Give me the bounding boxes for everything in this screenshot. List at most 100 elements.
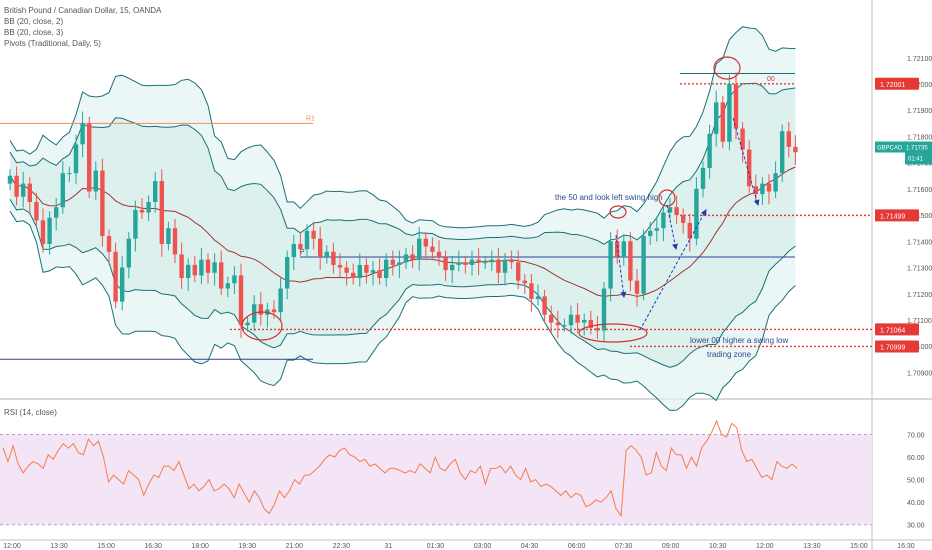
candle-body (760, 183, 765, 195)
time-tick-label: 03:00 (474, 543, 492, 550)
candle-body (298, 243, 303, 250)
time-tick-label: 31 (385, 543, 393, 550)
candle-body (621, 241, 626, 258)
candle-body (100, 170, 105, 237)
candle-body (463, 262, 468, 265)
last-price-text: 1.71735 (906, 146, 928, 152)
candle-body (40, 220, 46, 244)
symbol-badge (875, 141, 905, 153)
price-tick-label: 1.71200 (907, 292, 932, 299)
candle-body (516, 262, 521, 281)
time-tick-label: 16:30 (897, 543, 915, 550)
candle-body (146, 202, 151, 213)
level-badge (875, 209, 919, 222)
time-tick-label: 13:30 (803, 543, 821, 550)
time-tick-label: 12:00 (3, 543, 21, 550)
candle-body (311, 230, 316, 239)
price-tick-label: 1.71000 (907, 344, 932, 351)
last-price-badge (905, 141, 932, 165)
candle-body (595, 327, 600, 331)
indicator-pivots: Pivots (Traditional, Daily, 5) (4, 39, 101, 48)
candle-body (153, 181, 158, 202)
annotations: the 50 and look left swing high lower 00 … (241, 56, 788, 359)
indicator-bb3: BB (20, close, 3) (4, 28, 64, 37)
time-tick-label: 06:00 (568, 543, 586, 550)
level-label: R1 (306, 115, 315, 122)
candle-body (166, 228, 171, 244)
price-tick-label: 1.71400 (907, 239, 932, 246)
candle-body (344, 267, 349, 273)
candle-body (60, 173, 65, 208)
candle-body (73, 144, 79, 174)
rsi-title: RSI (14, close) (4, 408, 57, 417)
candle-body (747, 149, 752, 187)
candle-body (417, 238, 422, 260)
circle-marker (713, 56, 741, 80)
candle-body (192, 264, 197, 276)
candle-body (529, 283, 534, 299)
level-badge-text: 1.72001 (880, 82, 905, 89)
candle-body (423, 238, 428, 247)
price-tick-label: 1.70900 (907, 370, 932, 377)
bb2-lower (9, 199, 796, 368)
candle-body (384, 259, 389, 279)
time-tick-label: 18:00 (191, 543, 209, 550)
circle-marker (578, 323, 648, 343)
candle-body (67, 173, 72, 175)
candle-body (403, 254, 409, 263)
candle-body (469, 259, 475, 265)
symbol-badge-text: GBPCAD (877, 146, 903, 152)
time-tick-label: 13:30 (50, 543, 68, 550)
candle-body (304, 230, 310, 250)
candle-body (430, 246, 435, 252)
candle-body (727, 84, 732, 142)
candle-body (773, 173, 778, 192)
candle-body (700, 167, 706, 189)
annotation-text: trading zone (707, 350, 752, 359)
candle-body (126, 238, 131, 268)
candle-body (87, 123, 92, 192)
rsi-tick-label: 30.00 (907, 523, 925, 530)
candle-body (542, 296, 547, 315)
candle-body (324, 251, 329, 258)
arrow-line (732, 117, 760, 206)
time-tick-label: 12:00 (756, 543, 774, 550)
candle-body (139, 209, 145, 213)
axes: 1.721001.720001.719001.718001.717001.716… (3, 56, 932, 550)
candle-body (14, 175, 19, 197)
candle-body (397, 262, 402, 265)
price-tick-label: 1.72100 (907, 56, 932, 63)
candle-body (496, 259, 501, 273)
arrow-line (615, 234, 627, 298)
candle-body (47, 217, 52, 244)
candle-body (7, 175, 13, 184)
annotation-text: lower 00 higher a swing low (690, 336, 788, 345)
candle-body (740, 128, 745, 150)
candle-body (364, 264, 369, 273)
level-badge-text: 1.70999 (880, 344, 905, 351)
candle-body (351, 272, 356, 279)
rsi-tick-label: 60.00 (907, 455, 925, 462)
candle-body (608, 241, 613, 289)
candle-body (179, 254, 184, 279)
candle-body (615, 241, 620, 258)
circle-marker (609, 205, 627, 219)
candle-body (641, 236, 646, 294)
time-tick-label: 15:00 (97, 543, 115, 550)
candle-body (667, 207, 673, 213)
candle-body (172, 228, 178, 255)
candle-body (450, 264, 455, 271)
candle-body (113, 251, 118, 302)
arrow-line (639, 209, 707, 331)
level-badge-text: 1.71064 (880, 327, 905, 334)
price-axis-bg (872, 0, 932, 550)
candle-body (476, 259, 481, 263)
rsi-tick-label: 40.00 (907, 500, 925, 507)
rsi-tick-label: 70.00 (907, 433, 925, 440)
candle-body (648, 230, 653, 237)
candle-body (634, 280, 640, 294)
candle-body (489, 259, 494, 263)
time-tick-label: 21:00 (286, 543, 304, 550)
candle-body (694, 188, 699, 239)
candle-body (212, 262, 217, 273)
